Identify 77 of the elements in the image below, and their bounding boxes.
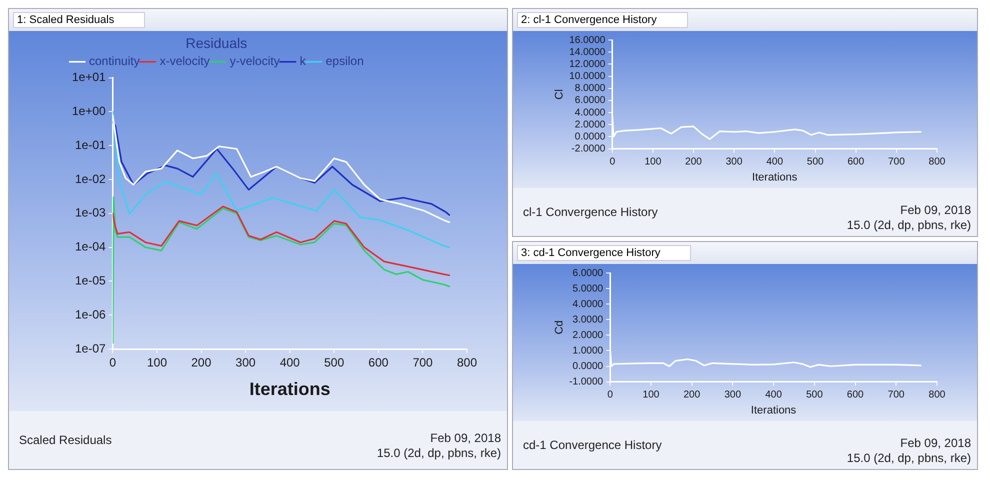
y-tick-label: 8.0000 <box>574 83 606 94</box>
y-tick-label: 1e+00 <box>72 104 106 118</box>
legend-label: y-velocity <box>230 54 280 68</box>
y-tick-label: -2.0000 <box>571 144 606 155</box>
y-tick-label: 4.0000 <box>574 107 606 118</box>
y-tick-label: 0.0000 <box>572 361 604 372</box>
y-tick-label: 1e-06 <box>75 307 106 322</box>
y-tick-label: 1e+01 <box>72 70 106 84</box>
x-axis-title: Iterations <box>752 171 798 184</box>
x-tick-label: 200 <box>191 356 212 370</box>
y-tick-label: 12.0000 <box>569 58 606 70</box>
y-tick-label: 14.0000 <box>569 46 606 58</box>
x-tick-label: 100 <box>642 390 660 401</box>
y-tick-label: 10.0000 <box>569 71 606 82</box>
chart-title: 3: cd-1 Convergence History <box>517 245 692 261</box>
x-tick-label: 300 <box>726 156 743 168</box>
chart-title: 1: Scaled Residuals <box>13 12 146 28</box>
x-tick-label: 0 <box>610 156 616 168</box>
y-tick-label: 5.0000 <box>572 283 604 294</box>
x-tick-label: 200 <box>685 156 702 168</box>
text: Feb 09, 2018 <box>899 436 971 451</box>
x-tick-label: 700 <box>888 390 905 401</box>
y-tick-label: 2.0000 <box>572 330 604 341</box>
y-tick-label: 6.0000 <box>574 95 606 106</box>
legend-label: epsilon <box>326 54 364 68</box>
x-tick-label: 800 <box>456 356 478 370</box>
legend-label: x-velocity <box>160 54 210 68</box>
x-tick-label: 800 <box>928 390 946 401</box>
x-tick-label: 400 <box>766 156 784 168</box>
x-tick-label: 400 <box>280 356 300 370</box>
y-tick-label: 1e-05 <box>75 274 106 288</box>
text: Scaled Residuals <box>19 433 112 447</box>
x-tick-label: 100 <box>146 356 168 370</box>
legend-title: Residuals <box>186 34 248 51</box>
x-tick-label: 0 <box>109 356 116 370</box>
y-tick-label: 3.0000 <box>572 314 604 326</box>
x-tick-label: 500 <box>806 156 824 168</box>
text: 15.0 (2d, dp, pbns, rke) <box>846 451 971 466</box>
y-tick-label: -1.0000 <box>569 376 604 388</box>
y-tick-label: 4.0000 <box>572 298 604 310</box>
y-tick-label: 1e-07 <box>75 341 106 356</box>
text: Feb 09, 2018 <box>429 431 501 446</box>
y-tick-label: 1e-02 <box>75 172 106 186</box>
text: cl-1 Convergence History <box>523 205 658 219</box>
x-tick-label: 700 <box>888 156 906 168</box>
y-tick-label: 0.0000 <box>574 131 606 142</box>
x-tick-label: 500 <box>806 390 824 401</box>
chart-title: 2: cl-1 Convergence History <box>517 12 688 28</box>
x-tick-label: 200 <box>683 390 701 401</box>
x-tick-label: 600 <box>846 390 864 401</box>
x-tick-label: 600 <box>368 356 389 370</box>
y-tick-label: 16.0000 <box>569 34 606 46</box>
x-tick-label: 300 <box>724 390 742 401</box>
text: 15.0 (2d, dp, pbns, rke) <box>846 218 971 233</box>
y-axis-title: Cl <box>554 89 566 100</box>
legend-label: continuity <box>89 54 140 68</box>
y-tick-label: 1.0000 <box>572 345 604 356</box>
x-tick-label: 300 <box>236 356 256 370</box>
x-tick-label: 800 <box>928 156 946 168</box>
text: 15.0 (2d, dp, pbns, rke) <box>376 446 501 461</box>
x-tick-label: 600 <box>847 156 865 168</box>
y-tick-label: 1e-04 <box>75 240 106 254</box>
x-tick-label: 400 <box>765 390 782 401</box>
y-tick-label: 6.0000 <box>572 268 604 279</box>
x-axis-title: Iterations <box>750 404 797 416</box>
y-tick-label: 2.0000 <box>574 119 606 130</box>
x-tick-label: 100 <box>644 156 662 168</box>
x-axis-title: Iterations <box>249 379 330 400</box>
y-tick-label: 1e-03 <box>75 206 106 220</box>
x-tick-label: 700 <box>412 356 434 370</box>
y-tick-label: 1e-01 <box>75 138 106 152</box>
text: Feb 09, 2018 <box>899 203 971 218</box>
x-tick-label: 500 <box>324 356 344 370</box>
legend-label: k <box>300 54 307 68</box>
text: cd-1 Convergence History <box>523 438 662 452</box>
y-axis-title: Cd <box>554 320 566 334</box>
x-tick-label: 0 <box>607 390 614 401</box>
